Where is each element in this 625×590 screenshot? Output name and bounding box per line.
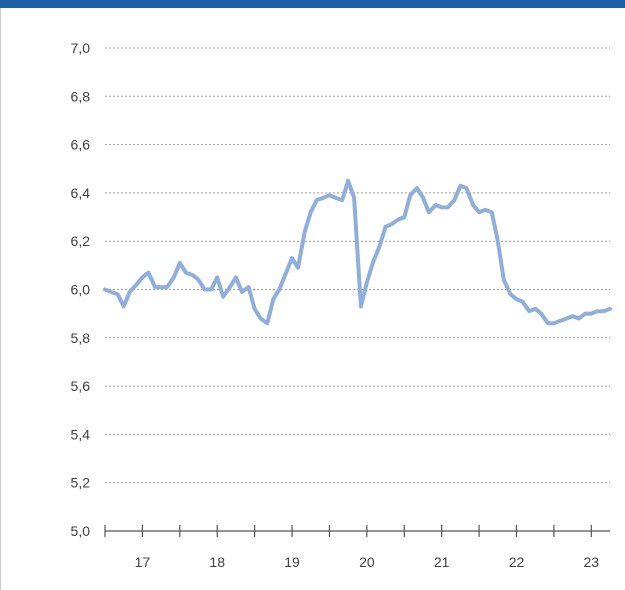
x-tick-label: 19 [284, 554, 300, 570]
x-tick-label: 23 [584, 554, 600, 570]
y-tick-label: 6,2 [71, 233, 91, 249]
x-tick-label: 21 [434, 554, 450, 570]
header-accent-bar [0, 0, 625, 8]
x-tick-label: 20 [359, 554, 375, 570]
frame-left-border [0, 8, 1, 590]
y-tick-label: 6,4 [71, 185, 91, 201]
y-axis-tick-labels: 7,0 6,8 6,6 6,4 6,2 6,0 5,8 5,6 5,4 5,2 5,0 [71, 40, 91, 539]
y-tick-label: 6,0 [71, 282, 91, 298]
y-tick-label: 6,6 [71, 137, 91, 153]
y-tick-label: 6,8 [71, 88, 91, 104]
x-tick-label: 22 [509, 554, 525, 570]
x-axis [104, 525, 610, 537]
x-axis-tick-labels: 17 18 19 20 21 22 23 [135, 554, 600, 570]
y-tick-label: 5,8 [71, 330, 91, 346]
x-tick-label: 17 [135, 554, 151, 570]
series-line [103, 178, 612, 326]
series-layer [103, 178, 612, 326]
y-tick-label: 7,0 [71, 40, 91, 56]
y-tick-label: 5,0 [71, 523, 91, 539]
x-tick-label: 18 [209, 554, 225, 570]
y-tick-label: 5,4 [71, 426, 91, 442]
y-tick-label: 5,2 [71, 475, 91, 491]
y-tick-label: 5,6 [71, 378, 91, 394]
